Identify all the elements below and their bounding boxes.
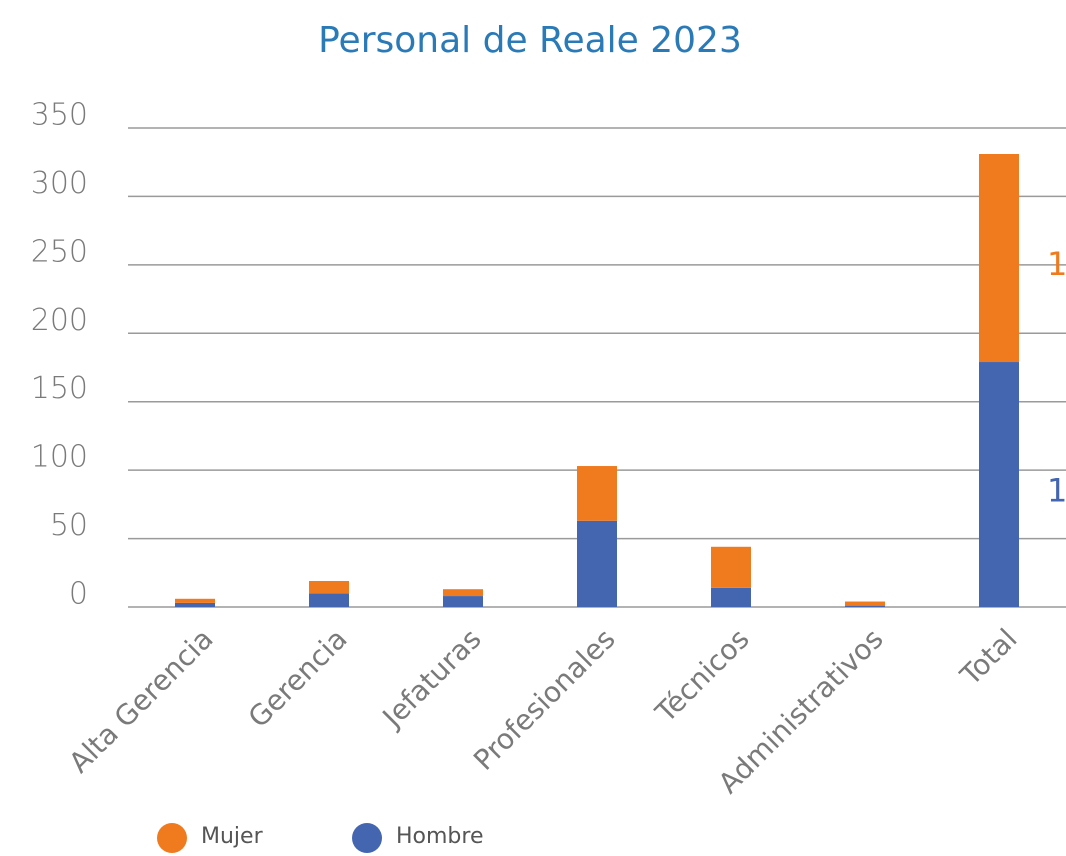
x-tick-label: Técnicos: [648, 622, 755, 729]
x-tick-label: Alta Gerencia: [63, 622, 220, 779]
legend-label: Hombre: [396, 824, 484, 849]
chart-title: Personal de Reale 2023: [318, 20, 742, 61]
y-tick-label: 100: [31, 440, 88, 475]
bar-segment: [309, 593, 349, 607]
y-tick-label: 50: [50, 508, 88, 543]
bar-segment: [443, 589, 483, 597]
y-tick-label: 0: [69, 577, 88, 612]
x-tick-label: Gerencia: [242, 622, 354, 734]
y-tick-label: 250: [31, 234, 88, 269]
bar-segment: [309, 580, 349, 594]
bar-segment: [845, 605, 885, 607]
y-tick-label: 350: [31, 98, 88, 133]
bar-segment: [979, 154, 1019, 363]
x-tick-label: Total: [953, 622, 1023, 692]
legend-swatch: [157, 823, 187, 853]
bar-segment: [175, 598, 215, 603]
bar-segment: [711, 546, 751, 588]
data-label: 152: [1047, 245, 1066, 283]
bar-segment: [845, 601, 885, 606]
x-tick-label: Profesionales: [467, 622, 622, 777]
bar-segment: [577, 466, 617, 521]
bar-segment: [979, 362, 1019, 607]
y-tick-label: 150: [31, 371, 88, 406]
legend-label: Mujer: [201, 824, 264, 849]
y-tick-label: 300: [31, 166, 88, 201]
bar-segment: [443, 596, 483, 607]
x-tick-label: Jefaturas: [375, 622, 488, 735]
bar-segment: [577, 520, 617, 607]
data-label: 179: [1047, 472, 1066, 510]
bar-segment: [711, 587, 751, 607]
y-tick-label: 200: [31, 303, 88, 338]
legend-swatch: [352, 823, 382, 853]
bar-segment: [175, 602, 215, 607]
